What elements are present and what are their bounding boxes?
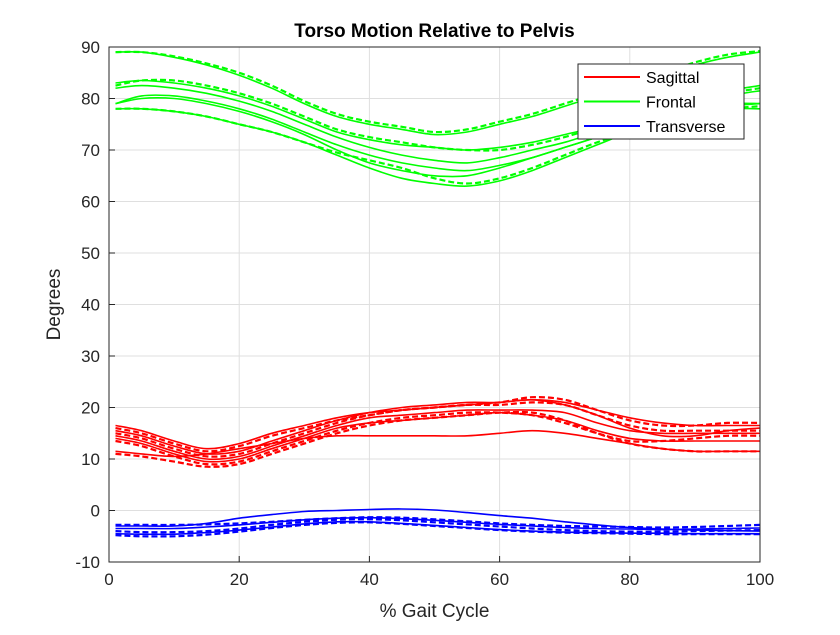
x-tick-label: 20: [230, 570, 249, 589]
series-line-transverse-18: [115, 508, 761, 532]
x-axis-label: % Gait Cycle: [380, 601, 490, 622]
series-line-frontal-1: [115, 50, 761, 134]
y-tick-label: 30: [81, 347, 100, 366]
series-line-sagittal-13: [115, 409, 760, 461]
y-tick-label: 50: [81, 244, 100, 263]
y-tick-label: 60: [81, 193, 100, 212]
series-line-sagittal-12: [115, 401, 760, 458]
y-tick-label: 70: [81, 141, 100, 160]
y-tick-label: 0: [91, 502, 100, 521]
series-line-transverse-21: [115, 518, 761, 534]
legend-label-transverse: Transverse: [646, 119, 726, 136]
x-tick-label: 60: [490, 570, 509, 589]
x-tick-label: 0: [104, 570, 113, 589]
y-tick-label: 10: [81, 450, 100, 469]
y-tick-label: 40: [81, 296, 100, 315]
x-tick-label: 100: [746, 570, 774, 589]
legend-label-sagittal: Sagittal: [646, 70, 699, 87]
y-tick-label: -10: [75, 553, 100, 572]
y-axis-label: Degrees: [44, 269, 65, 341]
series-line-transverse-23: [115, 521, 760, 538]
series-lines: [115, 50, 761, 538]
series-line-sagittal-11: [115, 398, 761, 455]
series-line-sagittal-17: [115, 410, 760, 468]
series-line-transverse-19: [115, 516, 761, 529]
x-tick-label: 40: [360, 570, 379, 589]
x-tick-label: 80: [620, 570, 639, 589]
legend: Sagittal Frontal Transverse: [577, 63, 745, 140]
y-tick-label: 90: [81, 38, 100, 57]
chart-title: Torso Motion Relative to Pelvis: [294, 21, 574, 42]
y-tick-label: 80: [81, 90, 100, 109]
legend-label-frontal: Frontal: [646, 95, 696, 112]
series-line-transverse-20: [115, 516, 761, 531]
y-tick-label: 20: [81, 399, 100, 418]
series-line-sagittal-15: [115, 411, 761, 466]
